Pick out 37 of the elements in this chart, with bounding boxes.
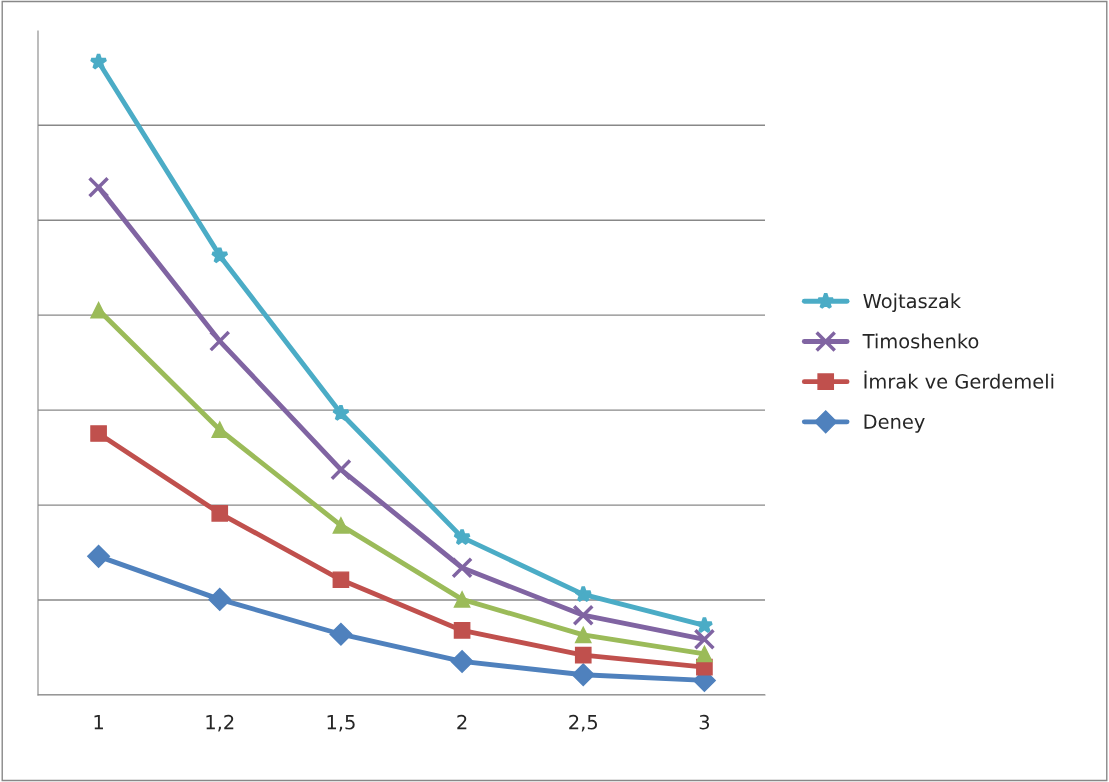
point — [453, 591, 471, 608]
point — [332, 571, 350, 589]
point — [89, 52, 108, 70]
x-tick-label: 3 — [699, 714, 710, 730]
point — [574, 646, 592, 664]
point — [330, 458, 352, 481]
x-tick-label: 1,2 — [206, 714, 234, 732]
point — [574, 584, 593, 603]
point — [210, 246, 229, 264]
point — [572, 604, 595, 626]
point — [329, 622, 353, 646]
point — [450, 649, 474, 673]
point — [693, 628, 716, 651]
legend-label: Wojtaszak — [863, 293, 962, 313]
point — [208, 330, 231, 352]
point — [87, 544, 111, 568]
point — [208, 587, 232, 611]
x-tick-label: 1,5 — [327, 715, 355, 732]
point — [453, 527, 472, 546]
point — [90, 425, 107, 442]
point — [574, 626, 592, 644]
x-tick-label: 1 — [94, 715, 103, 730]
legend-label: Deney — [864, 414, 925, 433]
point — [332, 517, 350, 534]
point — [90, 301, 107, 319]
point — [451, 556, 473, 579]
point — [87, 176, 110, 199]
legend-label: İmrak ve Gerdemeli — [864, 370, 1054, 389]
point — [453, 622, 471, 639]
point — [696, 645, 713, 663]
point — [695, 615, 714, 634]
point — [331, 403, 350, 422]
point — [211, 504, 229, 522]
legend-label: Timoshenko — [862, 333, 979, 349]
x-tick-label: 2,5 — [569, 714, 598, 732]
point — [571, 663, 595, 687]
x-tick-label: 2 — [457, 714, 467, 730]
